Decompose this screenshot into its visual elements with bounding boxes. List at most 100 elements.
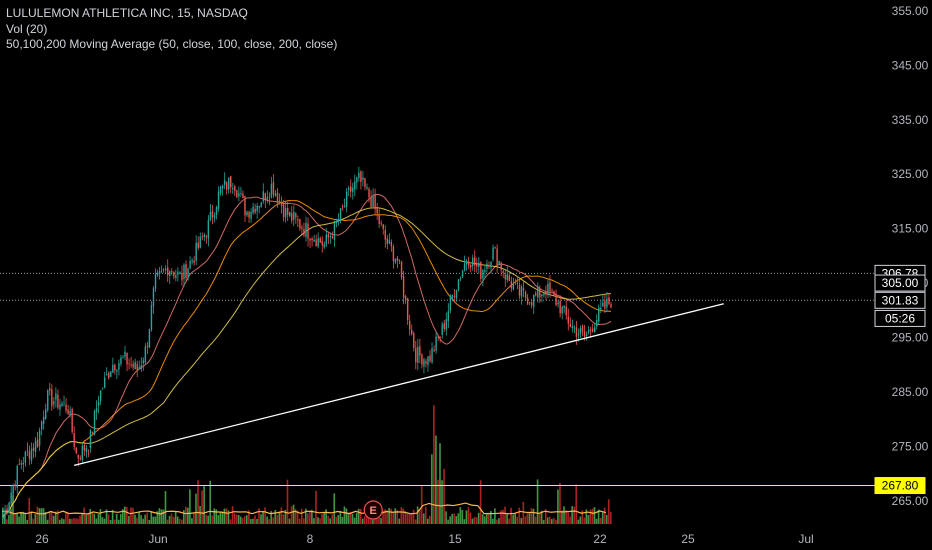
volume-bar xyxy=(101,517,104,524)
volume-bar xyxy=(146,512,148,524)
volume-bar xyxy=(380,518,382,524)
candle-body xyxy=(264,193,267,201)
candle-body xyxy=(156,272,159,276)
candle-body xyxy=(87,449,90,451)
volume-bar xyxy=(225,508,228,524)
candle-body xyxy=(400,261,403,278)
volume-bar xyxy=(544,509,547,524)
volume-bar xyxy=(67,512,69,524)
price-label-text: 301.83 xyxy=(882,293,919,307)
volume-bar xyxy=(128,515,130,524)
volume-bar xyxy=(526,513,529,524)
candle-body xyxy=(390,242,393,247)
volume-bar xyxy=(136,517,138,524)
volume-bar xyxy=(296,510,299,524)
candle-body xyxy=(472,257,474,266)
candle-body xyxy=(191,260,193,262)
volume-bar xyxy=(209,480,212,524)
earnings-marker[interactable] xyxy=(363,500,383,520)
candle-body xyxy=(32,447,35,451)
candle-body xyxy=(545,291,547,295)
volume-bar xyxy=(520,518,523,524)
volume-bar xyxy=(341,516,344,524)
candle-body xyxy=(372,195,374,207)
volume-bar xyxy=(278,511,281,524)
trendline[interactable] xyxy=(73,303,724,467)
candle-body xyxy=(97,401,100,406)
volume-bar xyxy=(353,517,356,524)
volume-bar xyxy=(258,508,260,524)
volume-bar xyxy=(144,514,146,524)
candle-body xyxy=(112,365,114,373)
volume-bar xyxy=(219,512,222,524)
volume-ma-line xyxy=(1,502,607,515)
volume-bar xyxy=(333,493,336,524)
volume-bar xyxy=(319,518,321,524)
volume-bar xyxy=(400,507,403,524)
volume-bar xyxy=(233,513,236,524)
volume-bar xyxy=(589,509,592,524)
candle-body xyxy=(555,293,557,306)
volume-bar xyxy=(313,518,315,524)
x-tick-label: 26 xyxy=(35,532,49,546)
candle-body xyxy=(223,180,226,185)
volume-bar xyxy=(424,506,427,524)
candle-body xyxy=(205,235,208,237)
volume-bar xyxy=(583,517,586,524)
price-label: 305.00 xyxy=(874,274,926,292)
volume-bar xyxy=(221,512,224,524)
candle-body xyxy=(122,357,124,359)
candle-body xyxy=(510,281,513,289)
volume-bar xyxy=(38,508,41,524)
volume-bar xyxy=(241,517,244,524)
volume-bar xyxy=(571,506,573,524)
volume-bar xyxy=(14,513,16,524)
candle-body xyxy=(585,334,588,336)
volume-bar xyxy=(231,506,234,524)
volume-bar xyxy=(187,507,189,524)
candle-body xyxy=(276,192,279,203)
candle-body xyxy=(12,485,14,495)
volume-bar xyxy=(284,509,287,524)
moving-average-indicator-label[interactable]: 50,100,200 Moving Average (50, close, 10… xyxy=(6,37,338,51)
volume-bar xyxy=(217,515,220,524)
volume-bar xyxy=(591,508,594,524)
candle-body xyxy=(303,229,305,236)
volume-indicator-label[interactable]: Vol (20) xyxy=(6,21,48,36)
volume-bar xyxy=(538,513,541,524)
candle-body xyxy=(244,196,246,216)
candle-body xyxy=(150,305,153,330)
volume-bar xyxy=(514,513,517,524)
candle-body xyxy=(26,450,29,452)
candle-body xyxy=(506,274,508,281)
volume-bar xyxy=(270,511,273,524)
volume-bar xyxy=(463,519,466,524)
volume-bar xyxy=(429,515,431,524)
volume-bar xyxy=(254,515,256,524)
candle-body xyxy=(488,265,490,267)
candle-body xyxy=(404,295,407,301)
volume-bar xyxy=(510,507,512,524)
volume-bar xyxy=(54,511,57,524)
volume-bar xyxy=(250,519,252,524)
x-tick-label: Jul xyxy=(798,532,813,546)
volume-bar xyxy=(439,443,441,524)
volume-bar xyxy=(294,508,297,524)
volume-bar xyxy=(274,510,277,524)
candle-body xyxy=(598,307,600,322)
candle-body xyxy=(358,172,360,179)
candle-body xyxy=(331,236,334,239)
volume-bar xyxy=(355,512,358,524)
candle-body xyxy=(339,208,342,221)
volume-bar xyxy=(60,518,63,524)
candle-body xyxy=(307,223,309,239)
candle-body xyxy=(268,197,271,198)
volume-bar xyxy=(95,518,98,524)
candle-body xyxy=(463,263,466,271)
candle-body xyxy=(386,238,389,245)
volume-bar xyxy=(73,517,75,524)
candle-body xyxy=(63,402,65,404)
y-tick-label: 285.00 xyxy=(892,385,929,399)
candle-body xyxy=(217,191,220,209)
